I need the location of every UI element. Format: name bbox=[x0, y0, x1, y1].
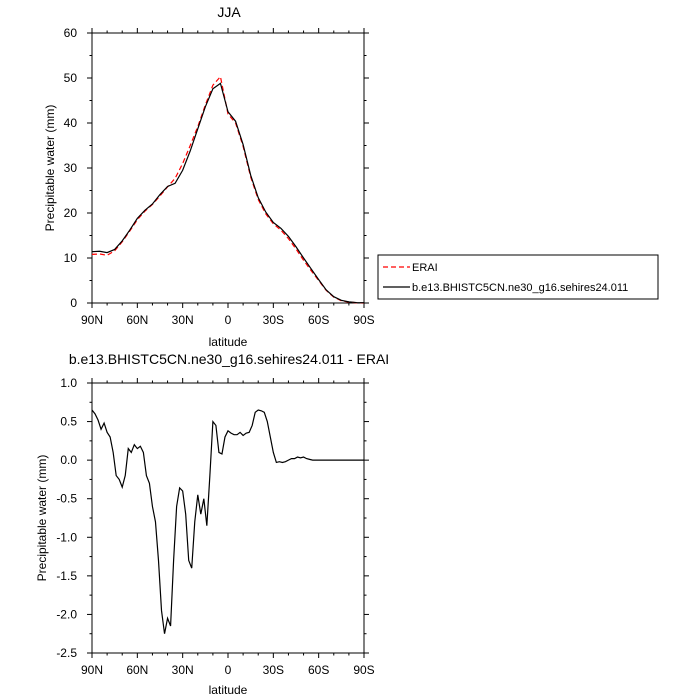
y-tick-label: 0.5 bbox=[60, 415, 77, 429]
x-tick-label: 30N bbox=[172, 663, 194, 677]
x-tick-label: 60N bbox=[126, 313, 148, 327]
top-panel: JJA 90N 60N 30N 0 30S 60S 90S 0 10 20 30 40 50 60 la… bbox=[43, 4, 375, 349]
y-tick-label: 60 bbox=[64, 26, 78, 40]
x-tick-label: 60S bbox=[308, 313, 329, 327]
legend: ERAI b.e13.BHISTC5CN.ne30_g16.sehires24.… bbox=[377, 254, 659, 300]
bottom-panel: b.e13.BHISTC5CN.ne30_g16.sehires24.011 -… bbox=[35, 351, 389, 697]
y-tick-label: -2.0 bbox=[56, 607, 77, 621]
top-chart-title: JJA bbox=[217, 4, 241, 20]
x-tick-label: 90S bbox=[353, 663, 374, 677]
y-tick-label: 40 bbox=[64, 116, 78, 130]
top-series-lines bbox=[91, 75, 365, 304]
y-tick-label: 30 bbox=[64, 161, 78, 175]
series-line-0 bbox=[91, 75, 365, 304]
top-y-axis: 0 10 20 30 40 50 60 bbox=[64, 26, 369, 310]
x-tick-label: 90N bbox=[81, 663, 103, 677]
y-tick-label: -2.5 bbox=[56, 646, 77, 660]
top-plot-frame bbox=[91, 32, 365, 304]
x-tick-label: 60S bbox=[308, 663, 329, 677]
top-x-axis-label: latitude bbox=[209, 335, 248, 349]
legend-frame bbox=[377, 254, 659, 300]
legend-label-model: b.e13.BHISTC5CN.ne30_g16.sehires24.011 bbox=[412, 282, 628, 294]
x-tick-label: 0 bbox=[225, 313, 232, 327]
y-tick-label: 20 bbox=[64, 206, 78, 220]
y-tick-label: -1.5 bbox=[56, 569, 77, 583]
x-tick-label: 60N bbox=[126, 663, 148, 677]
y-tick-label: 0.0 bbox=[60, 453, 77, 467]
bottom-x-axis: 90N 60N 30N 0 30S 60S 90S bbox=[81, 378, 375, 677]
y-tick-label: 10 bbox=[64, 251, 78, 265]
y-tick-label: -1.0 bbox=[56, 530, 77, 544]
y-tick-label: 0 bbox=[70, 296, 77, 310]
y-tick-label: 50 bbox=[64, 71, 78, 85]
bottom-series-lines bbox=[91, 409, 364, 634]
top-x-axis: 90N 60N 30N 0 30S 60S 90S bbox=[81, 28, 375, 327]
bottom-y-axis: -2.5 -2.0 -1.5 -1.0 -0.5 0.0 0.5 1.0 bbox=[56, 376, 369, 660]
x-tick-label: 30S bbox=[263, 663, 284, 677]
x-tick-label: 90S bbox=[353, 313, 374, 327]
y-tick-label: -0.5 bbox=[56, 492, 77, 506]
series-line-1 bbox=[91, 82, 365, 304]
top-y-axis-label: Precipitable water (mm) bbox=[43, 105, 57, 232]
series-line-0 bbox=[91, 409, 364, 634]
legend-label-erai: ERAI bbox=[412, 262, 438, 274]
x-tick-label: 90N bbox=[81, 313, 103, 327]
x-tick-label: 0 bbox=[225, 663, 232, 677]
bottom-x-axis-label: latitude bbox=[209, 683, 248, 697]
x-tick-label: 30N bbox=[172, 313, 194, 327]
bottom-plot-frame bbox=[91, 382, 365, 654]
bottom-chart-title: b.e13.BHISTC5CN.ne30_g16.sehires24.011 -… bbox=[69, 351, 389, 367]
bottom-y-axis-label: Precipitable water (mm) bbox=[35, 455, 49, 582]
x-tick-label: 30S bbox=[263, 313, 284, 327]
y-tick-label: 1.0 bbox=[60, 376, 77, 390]
